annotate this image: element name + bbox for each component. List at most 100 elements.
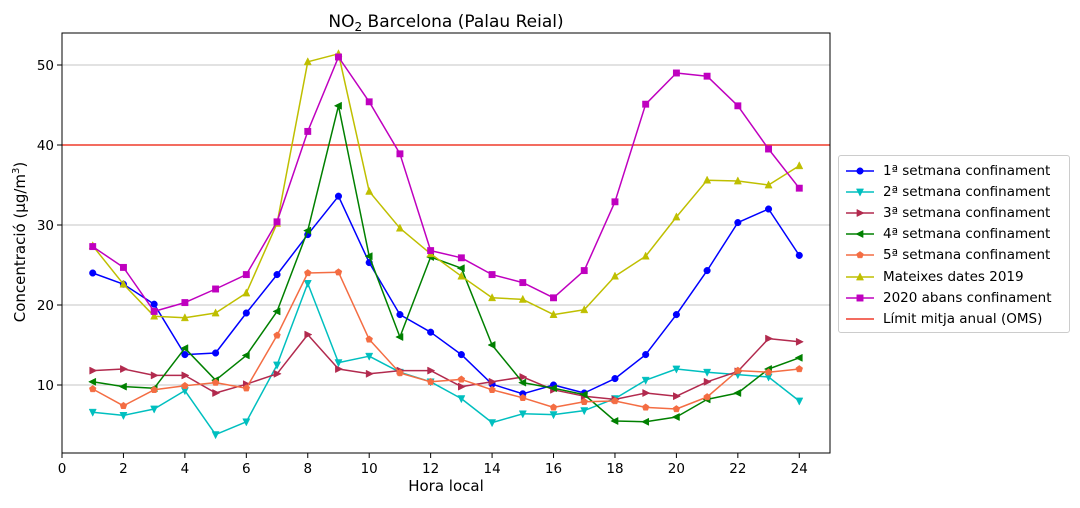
x-tick-label: 10 [361,461,378,477]
data-point [734,102,742,110]
data-point [457,351,465,359]
series-line [92,333,800,401]
data-point [335,53,342,61]
data-point [273,369,282,378]
data-point [672,405,681,413]
data-point [181,371,190,380]
data-point [273,331,281,339]
data-point [765,145,773,153]
x-tick-label: 22 [729,461,746,477]
data-point [457,271,466,280]
data-point [549,309,558,318]
data-point [427,328,435,336]
legend-item: 5ª setmana confinament [845,245,1063,266]
x-tick-label: 6 [242,461,251,477]
data-point [550,294,557,302]
data-point [518,378,527,387]
data-point [89,366,98,375]
data-point [734,219,742,227]
legend-label: 3ª setmana confinament [883,204,1051,221]
data-point [88,408,97,417]
data-point [212,285,220,293]
data-point [150,371,159,380]
x-tick-label: 12 [422,461,439,477]
y-tick-label: 30 [37,218,54,234]
data-point [579,390,588,399]
data-point [641,417,650,426]
legend-swatch [846,230,874,239]
data-point [150,307,158,315]
x-tick-label: 8 [303,461,312,477]
data-point [457,254,465,262]
data-point [396,369,404,377]
data-point [642,388,651,398]
legend-swatch [846,271,874,280]
data-point [795,397,804,406]
data-point [457,375,466,383]
data-point [734,366,742,374]
grid-lines [62,64,830,386]
data-point [518,410,527,419]
data-point [672,365,681,374]
data-point [855,188,865,197]
data-point [119,401,128,409]
series-1 [89,192,803,398]
data-point [764,180,773,189]
data-point [703,393,711,401]
data-point [672,69,680,77]
data-point [519,393,527,401]
data-point [580,397,588,405]
data-point [427,247,435,255]
data-point [580,305,589,314]
data-point [795,184,803,192]
data-point [119,412,128,421]
legend-swatch [846,294,874,302]
legend-swatch [846,208,874,217]
data-point [303,280,312,289]
data-point [304,330,313,339]
legend-item: 2020 abans confinament [845,287,1063,308]
legend-label: 5ª setmana confinament [883,247,1051,264]
data-point [671,412,680,422]
data-point [456,264,465,273]
legend-item: 4ª setmana confinament [845,224,1063,245]
data-point [457,395,466,404]
data-point [611,375,619,383]
data-point [88,377,97,386]
legend-swatch [846,318,874,320]
y-axis-label: Concentració (µg/m3) [11,162,29,323]
x-tick-label: 18 [606,461,623,477]
legend-item: 2ª setmana confinament [845,181,1063,202]
series-line [92,271,800,410]
legend-item: 3ª setmana confinament [845,202,1063,223]
data-point [273,361,282,370]
legend-item: 1ª setmana confinament [845,160,1063,181]
data-point [488,271,496,279]
data-point [241,351,250,360]
data-point [488,293,497,302]
data-point [181,381,189,389]
data-point [549,411,558,420]
data-point [150,405,159,414]
legend-label: 4ª setmana confinament [883,226,1051,243]
x-tick-label: 0 [58,461,67,477]
data-point [365,186,374,195]
data-point [795,365,803,373]
x-axis-label: Hora local [408,477,484,495]
data-point [703,377,712,386]
data-point [703,72,711,80]
x-axis-ticks: 0 2 4 6 8 10 12 14 16 18 20 22 24 [58,453,808,477]
data-point [765,334,774,343]
data-point [672,212,681,221]
data-point [519,372,528,382]
series-line [92,195,800,395]
data-point [242,418,251,427]
data-point [365,98,373,106]
data-point [272,307,281,316]
data-point [304,269,312,277]
legend-swatch [846,167,874,175]
y-axis-ticks: 10 20 30 40 50 [37,58,62,394]
data-point [303,57,312,66]
series-7 [89,53,803,315]
data-point [365,369,374,378]
